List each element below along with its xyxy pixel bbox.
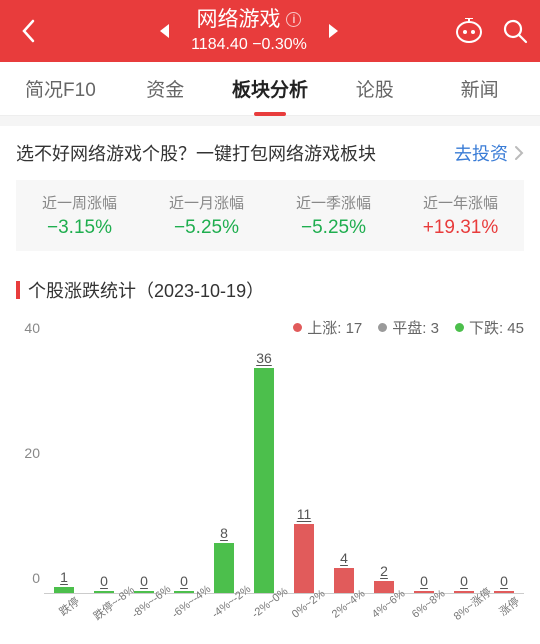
x-label: 跌停~-8% [90,589,129,624]
bar-rect [54,587,74,593]
stat-label: 近一月涨幅 [143,192,270,213]
y-tick: 20 [24,445,40,461]
y-axis: 02040 [10,344,40,594]
bar-value: 2 [380,563,388,579]
stat-value: −5.25% [143,217,270,239]
y-tick: 40 [24,320,40,336]
tab-1[interactable]: 资金 [113,75,218,102]
bar-rect [334,568,354,593]
bar-rect [374,581,394,594]
bar-value: 0 [460,573,468,589]
chevron-left-icon [21,19,35,43]
bar-value: 1 [60,569,68,585]
stat-value: −3.15% [16,217,143,239]
stock-title: 网络游戏 [196,6,280,33]
tab-bar: 简况F10资金板块分析论股新闻 [0,62,540,116]
tab-4[interactable]: 新闻 [427,75,532,102]
stat-label: 近一周涨幅 [16,192,143,213]
chevron-right-icon [514,145,524,161]
banner-text: 选不好网络游戏个股？一键打包网络游戏板块 [16,140,454,166]
triangle-left-icon [157,22,171,40]
robot-icon [454,18,484,44]
tab-0[interactable]: 简况F10 [8,75,113,102]
bar-5[interactable]: 36 [246,350,282,593]
bar-6[interactable]: 11 [286,506,322,593]
bar-value: 0 [420,573,428,589]
assistant-button[interactable] [454,18,484,44]
stat-value: −5.25% [270,217,397,239]
bar-7[interactable]: 4 [326,550,362,593]
y-tick: 0 [32,570,40,586]
x-axis: 跌停跌停~-8%-8%~-6%-6%~-4%-4%~-2%-2%~0%0%~2%… [44,594,524,616]
x-label: 涨停 [490,589,529,624]
x-label: 0%~2% [290,589,329,624]
bar-value: 0 [140,573,148,589]
period-stats: 近一周涨幅−3.15%近一月涨幅−5.25%近一季涨幅−5.25%近一年涨幅+1… [16,180,524,251]
index-value: 1184.40 [191,36,248,53]
stat-value: +19.31% [397,217,524,239]
legend-up: 上涨: 17 [293,317,362,338]
stat-label: 近一季涨幅 [270,192,397,213]
x-label: -6%~-4% [170,589,209,624]
stat-2: 近一季涨幅 −5.25% [270,192,397,239]
chart-plot: 1 0 0 0 8 36 11 4 2 0 0 0 [44,344,524,594]
tab-3[interactable]: 论股 [322,75,427,102]
invest-banner: 选不好网络游戏个股？一键打包网络游戏板块 去投资 [0,126,540,180]
x-label: -4%~-2% [210,589,249,624]
stat-label: 近一年涨幅 [397,192,524,213]
stat-1: 近一月涨幅 −5.25% [143,192,270,239]
triangle-right-icon [327,22,341,40]
bar-value: 0 [500,573,508,589]
stat-0: 近一周涨幅 −3.15% [16,192,143,239]
section-divider [0,116,540,126]
bar-rect [294,524,314,593]
bar-value: 36 [256,350,272,366]
x-label: 跌停 [50,589,89,624]
bar-8[interactable]: 2 [366,563,402,594]
distribution-chart: 02040 10008361142000 跌停跌停~-8%-8%~-6%-6%~… [0,344,540,644]
bar-4[interactable]: 8 [206,525,242,593]
bar-value: 4 [340,550,348,566]
header-subtitle: 1184.40 −0.30% [191,35,307,56]
legend-flat: 平盘: 3 [378,317,439,338]
bar-value: 0 [100,573,108,589]
bar-value: 8 [220,525,228,541]
x-label: -2%~0% [250,589,289,624]
section-title: 个股涨跌统计（2023-10-19） [16,277,524,303]
legend-down: 下跌: 45 [455,317,524,338]
bar-rect [454,591,474,593]
bar-rect [94,591,114,593]
x-label: 2%~4% [330,589,369,624]
prev-stock-button[interactable] [157,22,171,40]
x-label: 8%~涨停 [450,589,489,624]
search-button[interactable] [502,18,528,44]
chart-legend: 上涨: 17 平盘: 3 下跌: 45 [0,303,540,344]
bar-rect [254,368,274,593]
back-button[interactable] [12,19,44,43]
bar-rect [414,591,434,593]
invest-link[interactable]: 去投资 [454,140,508,166]
app-header: 网络游戏 i 1184.40 −0.30% [0,0,540,62]
stat-3: 近一年涨幅 +19.31% [397,192,524,239]
x-label: 6%~8% [410,589,449,624]
bar-value: 0 [180,573,188,589]
bar-rect [174,591,194,593]
bar-rect [214,543,234,593]
x-label: 4%~6% [370,589,409,624]
search-icon [502,18,528,44]
bar-value: 11 [297,506,312,522]
change-percent: −0.30% [252,36,307,53]
next-stock-button[interactable] [327,22,341,40]
bar-rect [494,591,514,593]
tab-2[interactable]: 板块分析 [218,75,323,102]
info-icon[interactable]: i [286,12,301,27]
